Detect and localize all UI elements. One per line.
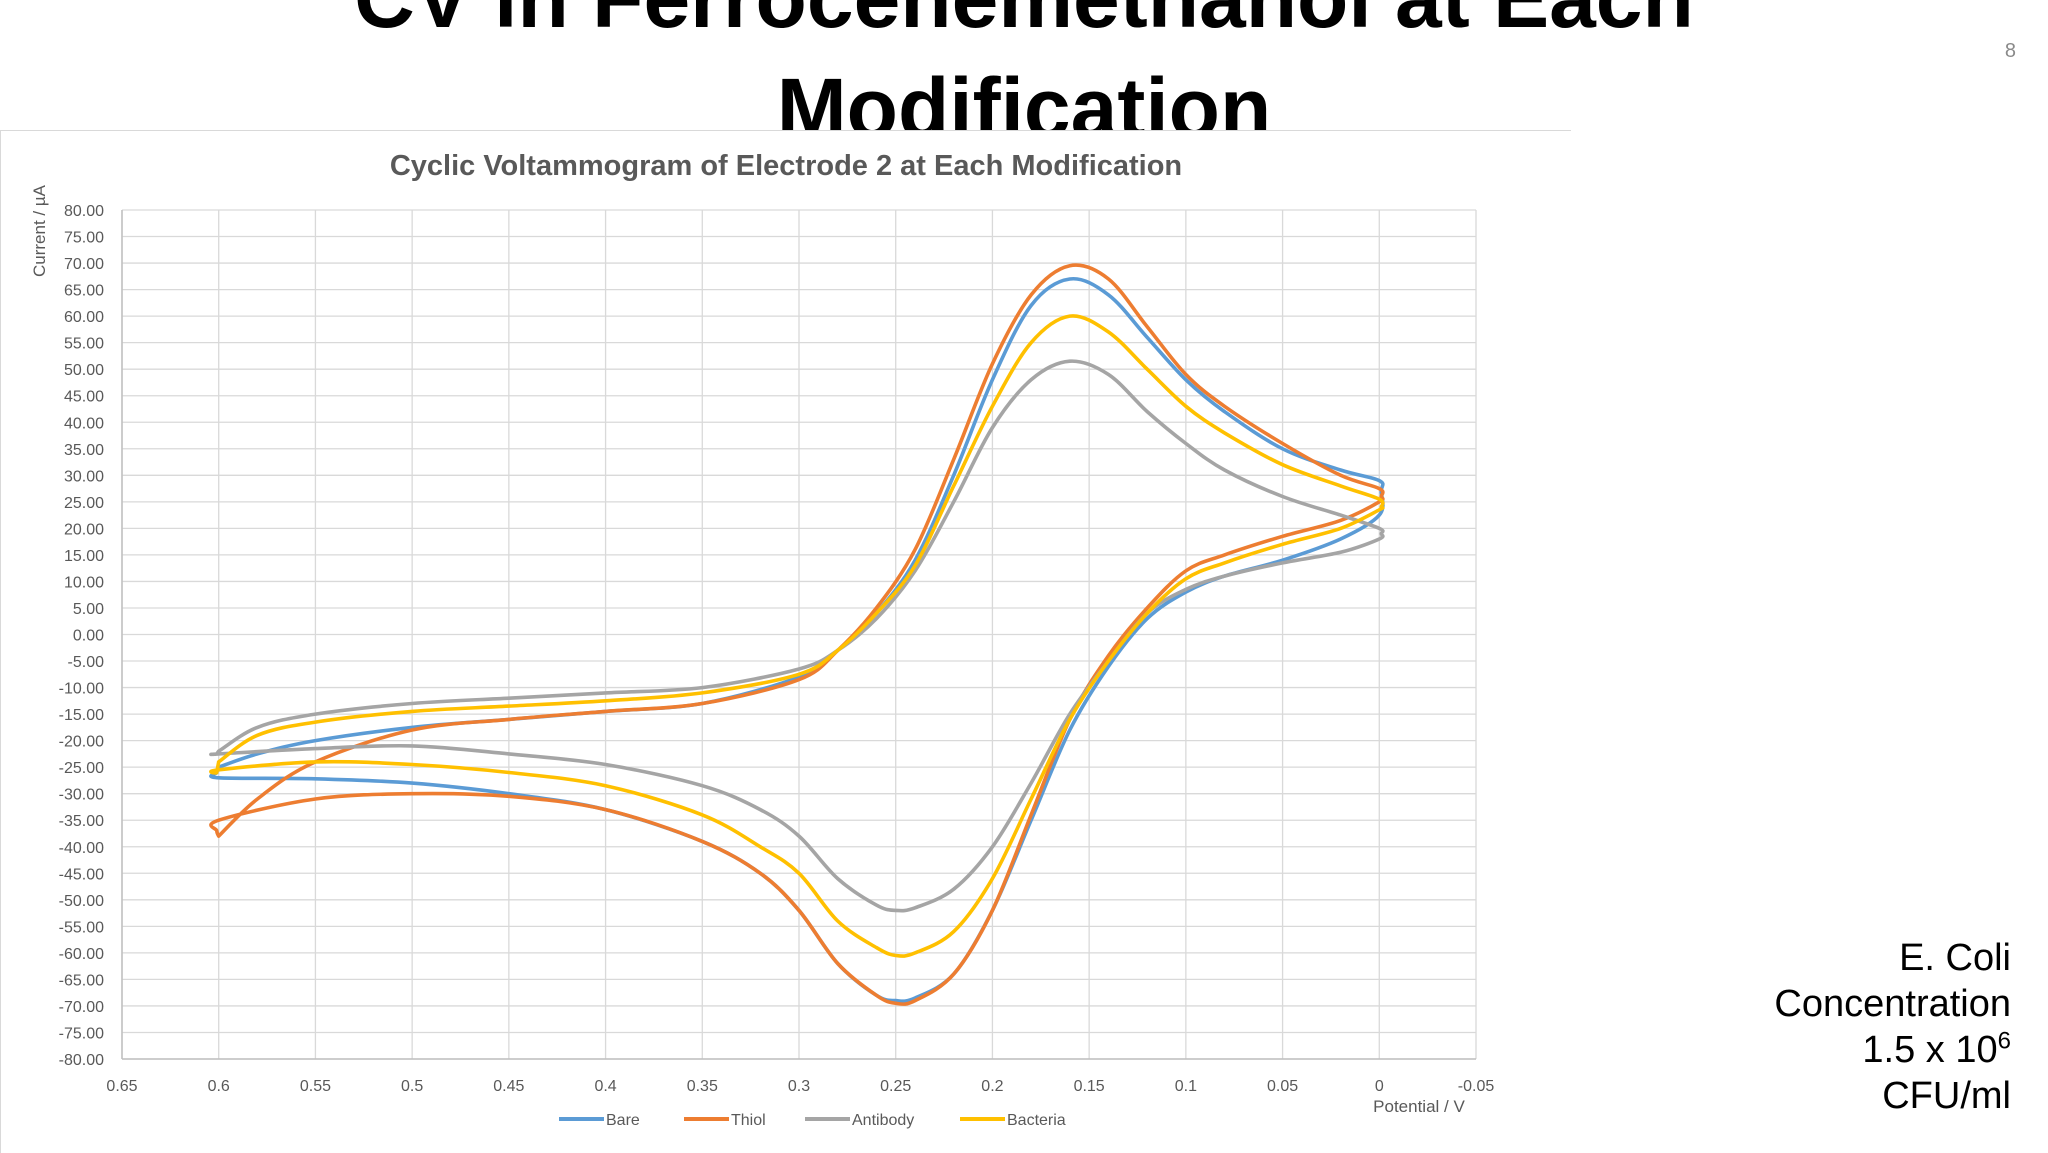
legend-label-antibody: Antibody [852, 1112, 914, 1129]
x-tick-label: 0.6 [208, 1078, 230, 1095]
y-tick-label: -5.00 [68, 654, 105, 671]
y-tick-label: 55.00 [64, 336, 104, 353]
note-unit: CFU/ml [1882, 1075, 2011, 1117]
x-axis-title: Potential / V [1373, 1097, 1465, 1116]
chart-container: Cyclic Voltammogram of Electrode 2 at Ea… [0, 130, 1571, 1153]
x-tick-label: 0.35 [687, 1078, 718, 1095]
x-tick-label: 0.65 [106, 1078, 137, 1095]
note-concentration-exponent: 6 [1997, 1027, 2011, 1055]
chart-legend: Bare Thiol Antibody Bacteria [559, 1112, 1066, 1129]
x-tick-label: 0.45 [493, 1078, 524, 1095]
concentration-note: E. Coli Concentration 1.5 x 106 CFU/ml [1651, 935, 2011, 1119]
x-tick-label: 0 [1375, 1078, 1384, 1095]
chart-title: Cyclic Voltammogram of Electrode 2 at Ea… [390, 150, 1182, 182]
series-line-antibody [209, 359, 1385, 913]
y-tick-label: -45.00 [59, 866, 104, 883]
y-tick-label: -75.00 [59, 1025, 104, 1042]
y-tick-label: -70.00 [59, 999, 104, 1016]
y-tick-label: -10.00 [59, 681, 104, 698]
slide-title-line-1: CV in Ferrocenemethanol at Each [0, 0, 2048, 44]
note-concentration-value: 1.5 x 106 [1651, 1027, 2011, 1073]
chart-series [209, 263, 1385, 1006]
y-tick-label: 5.00 [73, 601, 104, 618]
y-tick-label: -60.00 [59, 946, 104, 963]
series-line-bare [209, 276, 1385, 1003]
y-tick-label: -15.00 [59, 707, 104, 724]
y-tick-label: -50.00 [59, 893, 104, 910]
legend-label-bare: Bare [606, 1112, 640, 1129]
y-tick-label: -55.00 [59, 919, 104, 936]
series-line-thiol [209, 263, 1385, 1006]
y-tick-label: -25.00 [59, 760, 104, 777]
x-tick-label: 0.4 [594, 1078, 616, 1095]
x-tick-label: 0.2 [981, 1078, 1003, 1095]
chart-gridlines [121, 209, 1477, 1060]
y-tick-label: -80.00 [59, 1052, 104, 1069]
y-tick-label: 0.00 [73, 628, 104, 645]
slide-number: 8 [2004, 40, 2016, 62]
x-tick-label: 0.1 [1175, 1078, 1197, 1095]
x-tick-label: 0.3 [788, 1078, 810, 1095]
note-concentration-label: Concentration [1774, 983, 2011, 1025]
y-tick-label: 50.00 [64, 362, 104, 379]
y-tick-label: -40.00 [59, 840, 104, 857]
y-tick-label: -20.00 [59, 734, 104, 751]
y-tick-label: 65.00 [64, 283, 104, 300]
y-tick-label: -30.00 [59, 787, 104, 804]
y-tick-label: 30.00 [64, 468, 104, 485]
y-axis-title: Current / µA [30, 184, 49, 277]
y-tick-label: 35.00 [64, 442, 104, 459]
x-tick-label: -0.05 [1458, 1078, 1495, 1095]
y-tick-label: -35.00 [59, 813, 104, 830]
y-tick-label: 60.00 [64, 309, 104, 326]
chart-axes [121, 210, 1476, 1060]
y-tick-label: 80.00 [64, 203, 104, 220]
note-concentration-base: 1.5 x 10 [1862, 1029, 1998, 1071]
y-tick-label: 20.00 [64, 521, 104, 538]
y-tick-label: 40.00 [64, 415, 104, 432]
y-tick-label: -65.00 [59, 972, 104, 989]
y-tick-label: 15.00 [64, 548, 104, 565]
y-tick-label: 75.00 [64, 230, 104, 247]
x-tick-label: 0.15 [1074, 1078, 1105, 1095]
legend-label-thiol: Thiol [731, 1112, 766, 1129]
cyclic-voltammogram-chart: Cyclic Voltammogram of Electrode 2 at Ea… [30, 150, 1494, 1129]
y-tick-label: 70.00 [64, 256, 104, 273]
x-tick-label: 0.25 [880, 1078, 911, 1095]
y-tick-label: 10.00 [64, 574, 104, 591]
y-tick-label: 25.00 [64, 495, 104, 512]
y-tick-label: 45.00 [64, 389, 104, 406]
series-line-bacteria [209, 314, 1385, 958]
x-tick-label: 0.05 [1267, 1078, 1298, 1095]
legend-label-bacteria: Bacteria [1007, 1112, 1066, 1129]
x-tick-label: 0.5 [401, 1078, 423, 1095]
chart-labels: Cyclic Voltammogram of Electrode 2 at Ea… [30, 150, 1494, 1116]
x-tick-label: 0.55 [300, 1078, 331, 1095]
note-organism: E. Coli [1899, 937, 2011, 979]
